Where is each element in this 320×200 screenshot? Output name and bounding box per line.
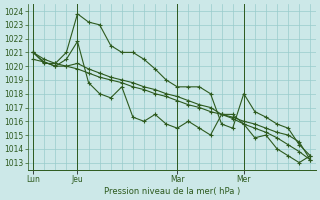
X-axis label: Pression niveau de la mer( hPa ): Pression niveau de la mer( hPa ) [104, 187, 240, 196]
